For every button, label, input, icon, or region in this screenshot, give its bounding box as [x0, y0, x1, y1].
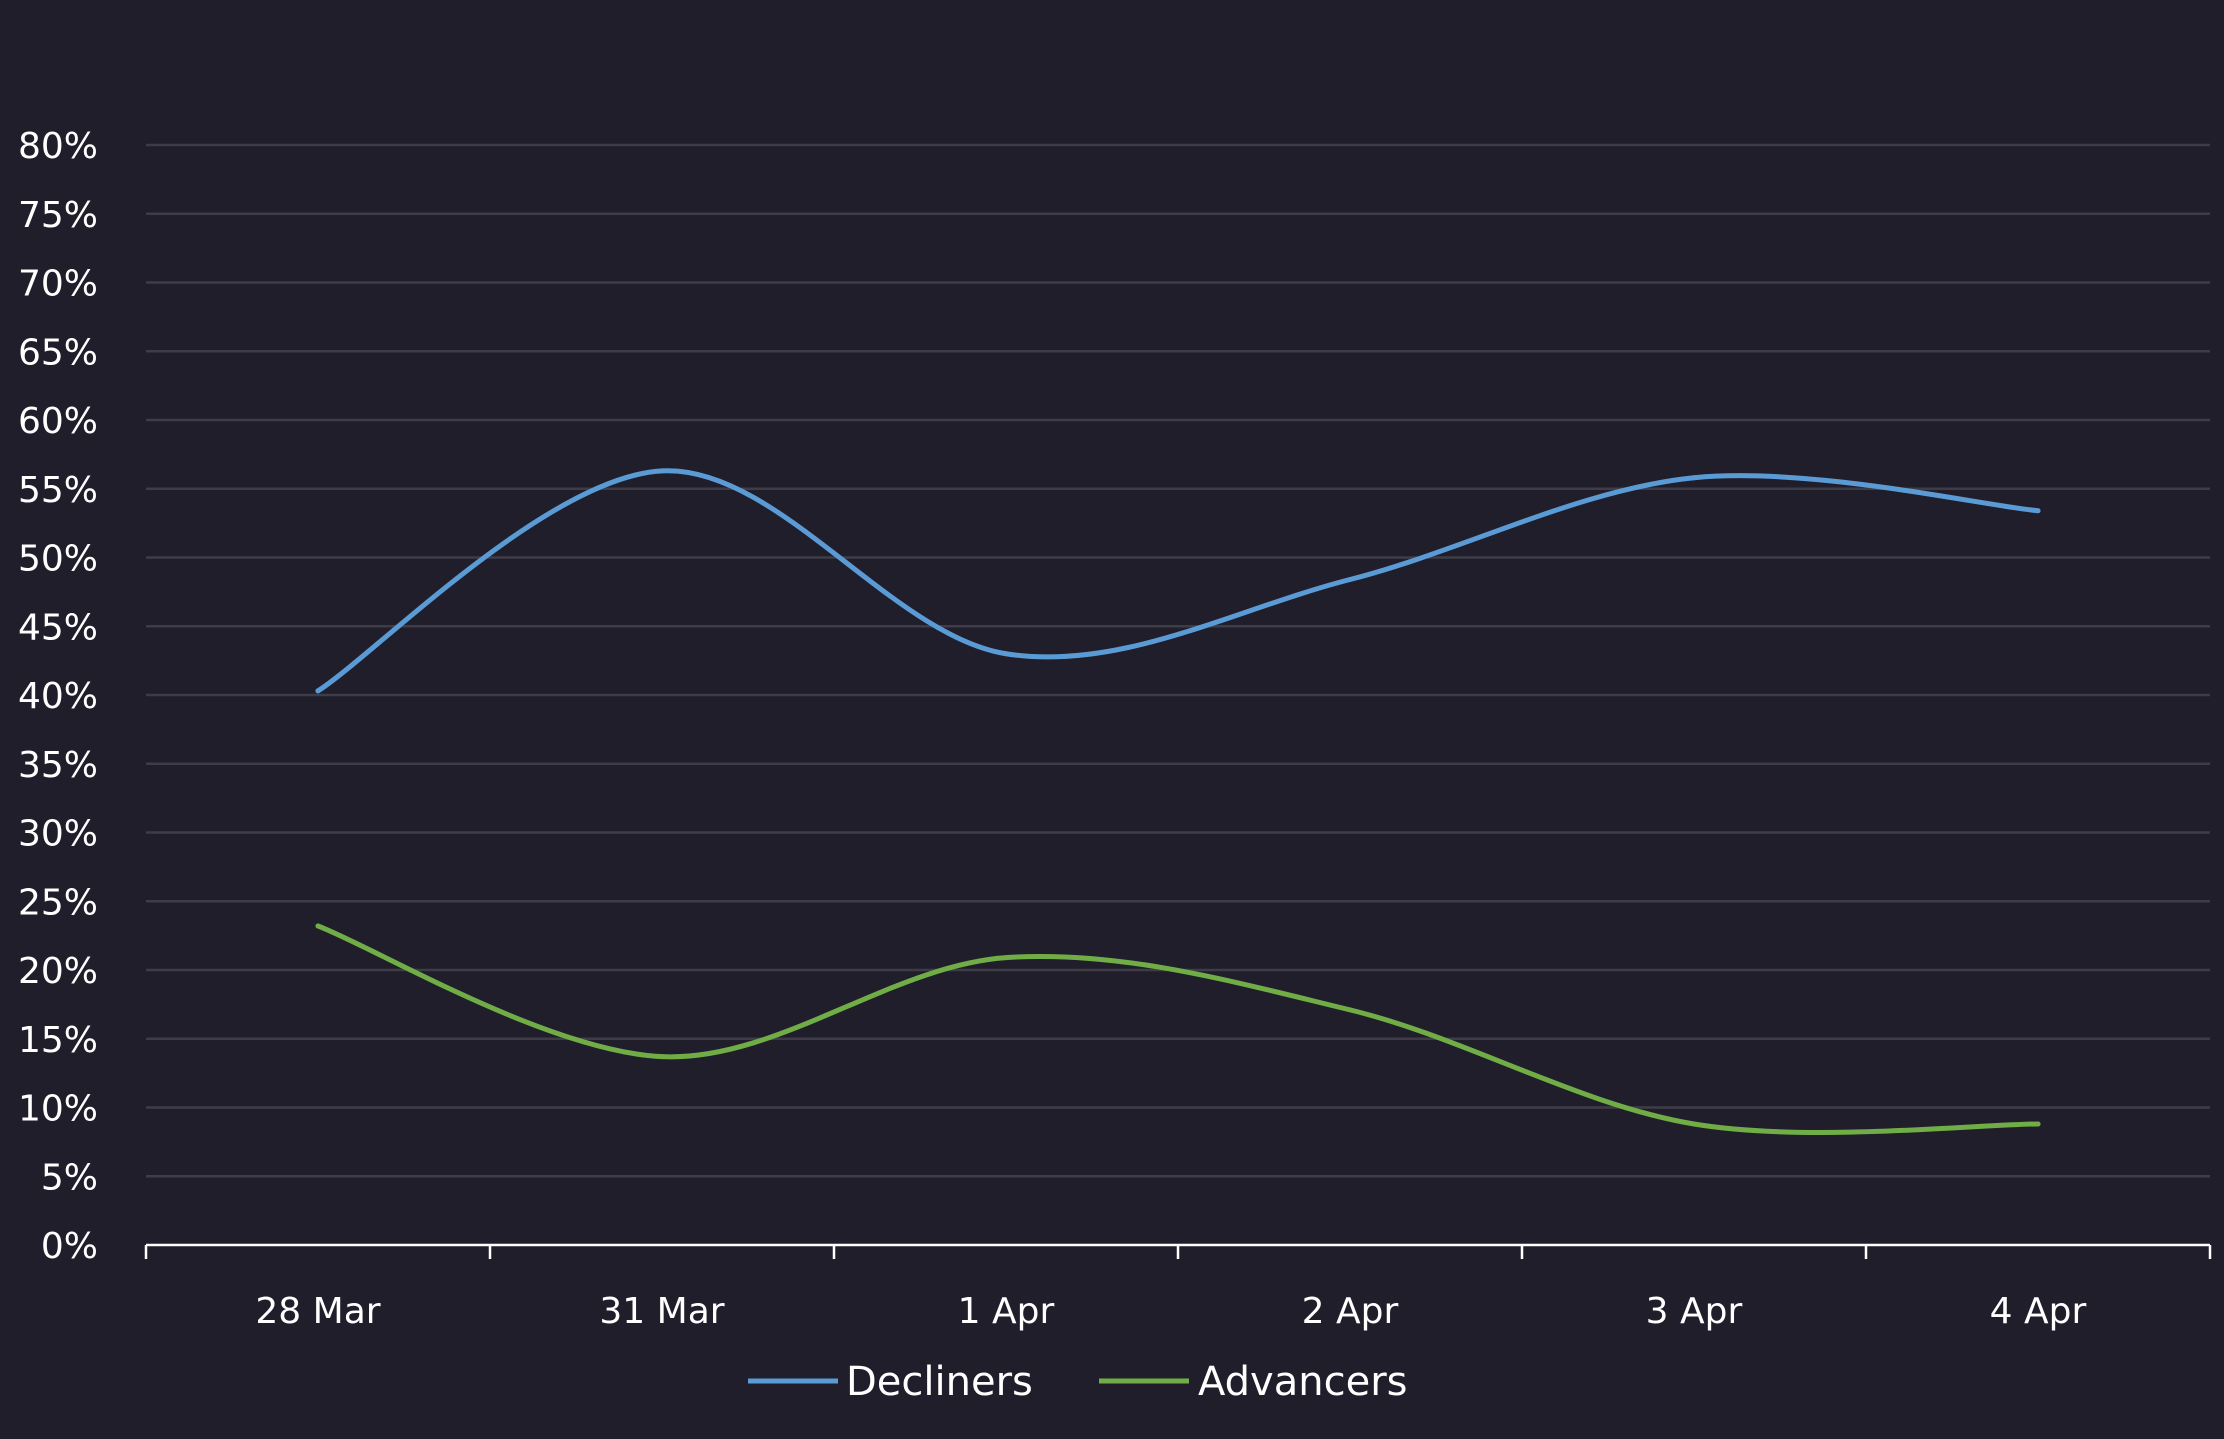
data-point-advancers [1347, 1007, 1353, 1013]
data-point-decliners [315, 688, 321, 694]
y-tick-label: 25% [18, 882, 98, 923]
y-axis: 0% 5% 10% 15% 20% 25% 30% 35% 40% 45% 50% 55% 60% 65%… [18, 126, 98, 1267]
x-tick-label: 1 Apr [958, 1291, 1055, 1332]
data-point-advancers [659, 1054, 665, 1060]
y-tick-label: 75% [18, 195, 98, 236]
y-tick-label: 70% [18, 264, 98, 305]
data-point-decliners [2035, 508, 2041, 514]
y-tick-label: 35% [18, 745, 98, 786]
y-tick-label: 5% [41, 1157, 98, 1198]
data-point-advancers [1003, 955, 1009, 961]
data-point-decliners [1691, 475, 1697, 481]
series-lines [315, 468, 2041, 1135]
x-tick-label: 4 Apr [1990, 1291, 2087, 1332]
y-tick-label: 40% [18, 676, 98, 717]
y-tick-label: 65% [18, 332, 98, 373]
y-tick-label: 20% [18, 951, 98, 992]
y-tick-label: 10% [18, 1089, 98, 1130]
data-point-advancers [2035, 1121, 2041, 1127]
y-tick-label: 80% [18, 126, 98, 167]
series-line-decliners [315, 468, 2041, 694]
x-tick-label: 3 Apr [1646, 1291, 1743, 1332]
data-point-decliners [1347, 577, 1353, 582]
data-point-advancers [315, 923, 321, 929]
y-tick-label: 50% [18, 539, 98, 580]
y-tick-label: 0% [41, 1226, 98, 1267]
legend-label-decliners: Decliners [846, 1359, 1033, 1405]
x-tick-label: 31 Mar [599, 1291, 724, 1332]
data-point-decliners [659, 468, 665, 474]
x-tick-label: 2 Apr [1302, 1291, 1399, 1332]
gridlines [146, 143, 2210, 1178]
x-axis: 28 Mar 31 Mar 1 Apr 2 Apr 3 Apr 4 Apr [144, 1243, 2212, 1332]
y-tick-label: 15% [18, 1020, 98, 1061]
y-tick-label: 30% [18, 814, 98, 855]
data-point-advancers [1691, 1121, 1697, 1127]
y-tick-label: 60% [18, 401, 98, 442]
y-tick-label: 55% [18, 470, 98, 511]
y-tick-label: 45% [18, 607, 98, 648]
x-tick-label: 28 Mar [255, 1291, 380, 1332]
legend-label-advancers: Advancers [1198, 1359, 1407, 1405]
series-line-advancers [315, 923, 2041, 1135]
legend: Decliners Advancers [748, 1359, 1407, 1405]
data-point-decliners [1003, 651, 1009, 657]
